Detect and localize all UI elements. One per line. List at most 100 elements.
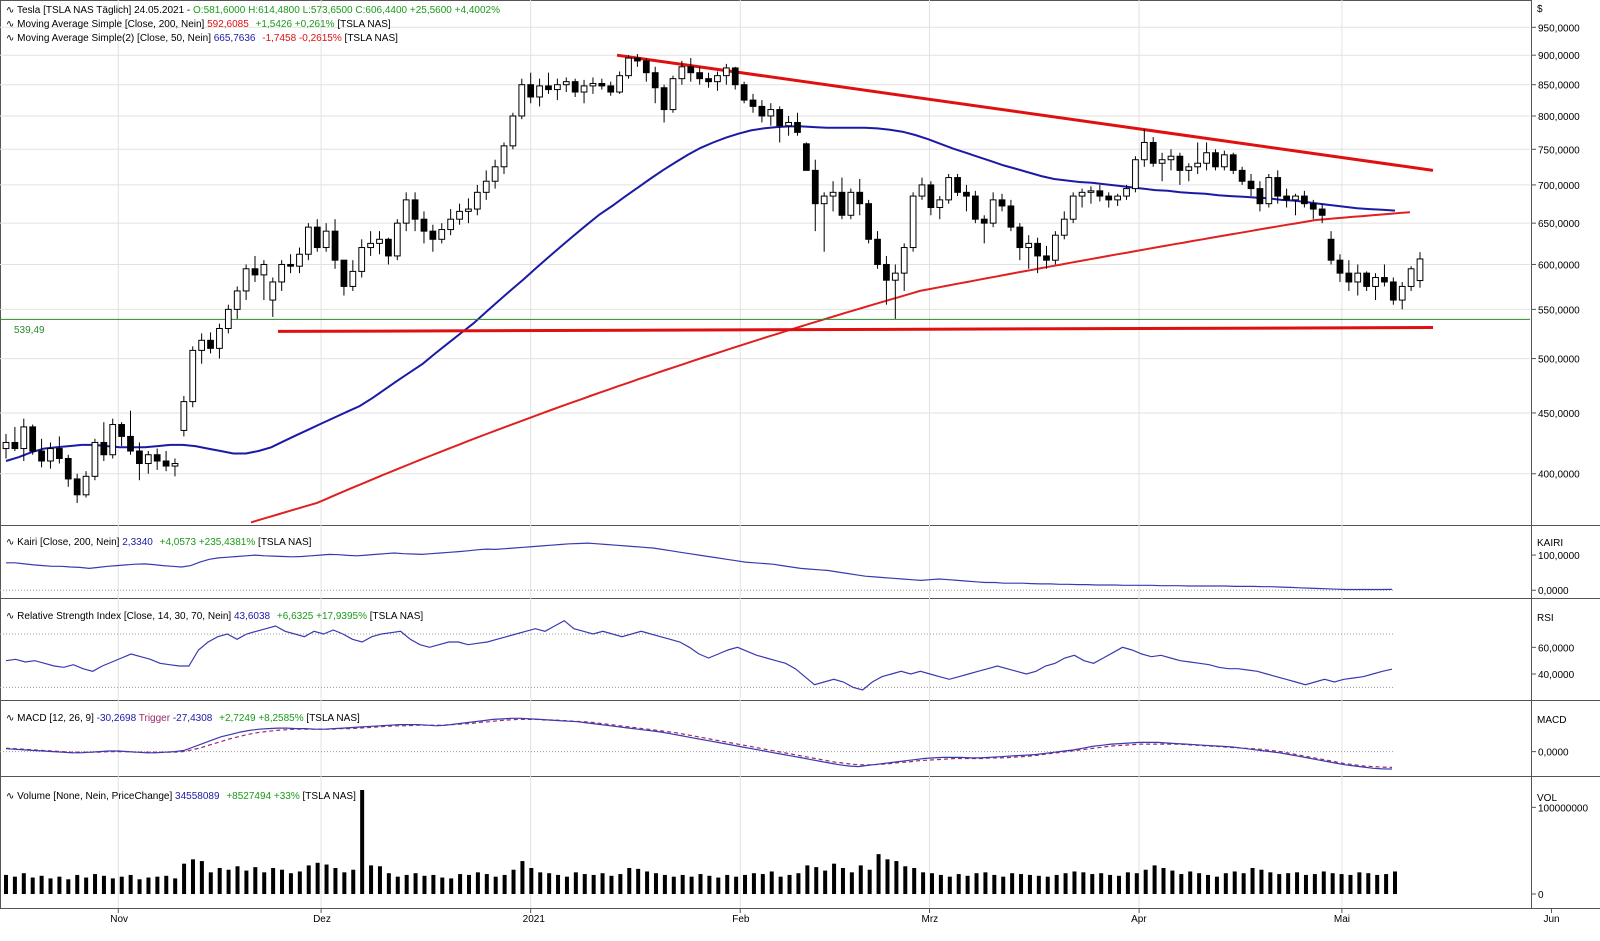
candle-body [687,66,695,74]
volume-panel[interactable] [4,790,1397,894]
candle-body [64,457,72,480]
volume-bar [1259,869,1264,894]
kairi-panel[interactable] [0,542,1395,591]
price-tick-label: 450,0000 [1538,409,1580,420]
volume-bar [805,865,810,894]
price-tick-label: 600,0000 [1538,260,1580,271]
volume-bar [1125,872,1130,894]
chart-border [0,0,1532,909]
candle-body [616,75,623,93]
indicator-tick-label: 100,0000 [1538,551,1580,562]
candle-body [1292,195,1299,201]
candle-body [1132,159,1139,190]
candle-body [527,84,535,98]
candle-body [625,57,632,77]
sma200-value: 592,6085 [207,19,249,30]
candle-body [1176,155,1184,171]
candle-body [1398,285,1406,301]
volume-bar [1286,873,1291,894]
volume-tick-label: 0 [1538,890,1544,901]
macd-panel[interactable] [0,717,1395,770]
volume-bar [538,872,543,894]
candle-body [189,349,197,403]
macd-axis-title: MACD [1537,715,1566,726]
candle-body [180,401,188,431]
candle-body [500,145,508,168]
volume-bar [938,874,943,894]
candle-body [767,109,775,117]
volume-bar [1206,874,1211,894]
candle-body [82,475,90,496]
volume-bar [333,868,338,894]
volume-bar [1295,872,1300,894]
candle-body [127,435,134,452]
volume-bar [858,865,863,894]
candle-body [936,199,944,209]
volume-bar [315,862,320,894]
grid-lines [0,0,1530,908]
volume-bar [1010,873,1015,894]
x-tick-label: Jun [1543,914,1559,925]
candle-body [456,210,463,220]
candle-body [233,290,241,310]
volume-bar [155,876,160,894]
macd-icon: ∿ [6,713,14,724]
volume-bar [1303,874,1308,894]
volume-bar [422,875,427,894]
candle-body [153,454,161,462]
volume-bar [912,868,917,894]
candle-body [1247,180,1255,190]
volume-bar [778,876,783,894]
candle-body [1025,242,1033,249]
candle-body [216,327,223,349]
candle-body [376,238,383,244]
volume-bar [1268,872,1273,894]
candle-body [2,441,10,450]
volume-bar [1161,868,1166,894]
volume-bar [662,874,667,894]
sma50-change: -1,7458 -0,2615% [262,33,342,44]
volume-bar [84,877,89,894]
macd-trigger-label: Trigger [139,713,173,724]
candle-body [776,109,784,127]
candle-body [313,226,321,249]
volume-bar [983,872,988,894]
x-tick-label: Mrz [922,914,939,925]
rsi-panel[interactable] [0,619,1395,691]
volume-bar [885,859,890,894]
candle-body [1194,162,1202,168]
sma50-title: Moving Average Simple(2) [Close, 50, Nei… [17,33,214,44]
candle-body [11,441,19,450]
macd-header: ∿ MACD [12, 26, 9] -30,2698 Trigger -27,… [6,713,360,724]
candle-body [651,72,659,89]
volume-bar [1108,874,1113,894]
volume-icon: ∿ [6,791,14,802]
candle-body [731,67,739,86]
volume-bar [921,872,926,894]
candle-body [998,199,1006,207]
candle-body [420,218,428,232]
candle-body [883,263,890,281]
volume-bar [1152,865,1157,894]
volume-bar [547,873,552,894]
volume-bar [529,868,534,894]
candle-body [536,85,543,98]
volume-bar [66,879,71,894]
volume-bar [39,875,44,894]
rsi-suffix: [TSLA NAS] [370,611,424,622]
volume-bar [573,872,578,894]
candle-body [1274,177,1282,197]
volume-bar [751,873,756,894]
volume-bar [146,877,151,894]
price-tick-label: 900,0000 [1538,51,1580,62]
volume-bar [1277,874,1282,894]
volume-bar [1143,869,1148,894]
volume-bar [653,873,658,894]
volume-bar [137,879,142,894]
candle-body [980,218,988,224]
price-panel[interactable] [0,53,1530,524]
candle-body [224,308,232,329]
candle-body [1203,152,1210,164]
indicator-tick-label: 0,0000 [1538,586,1569,597]
candle-body [749,99,757,107]
